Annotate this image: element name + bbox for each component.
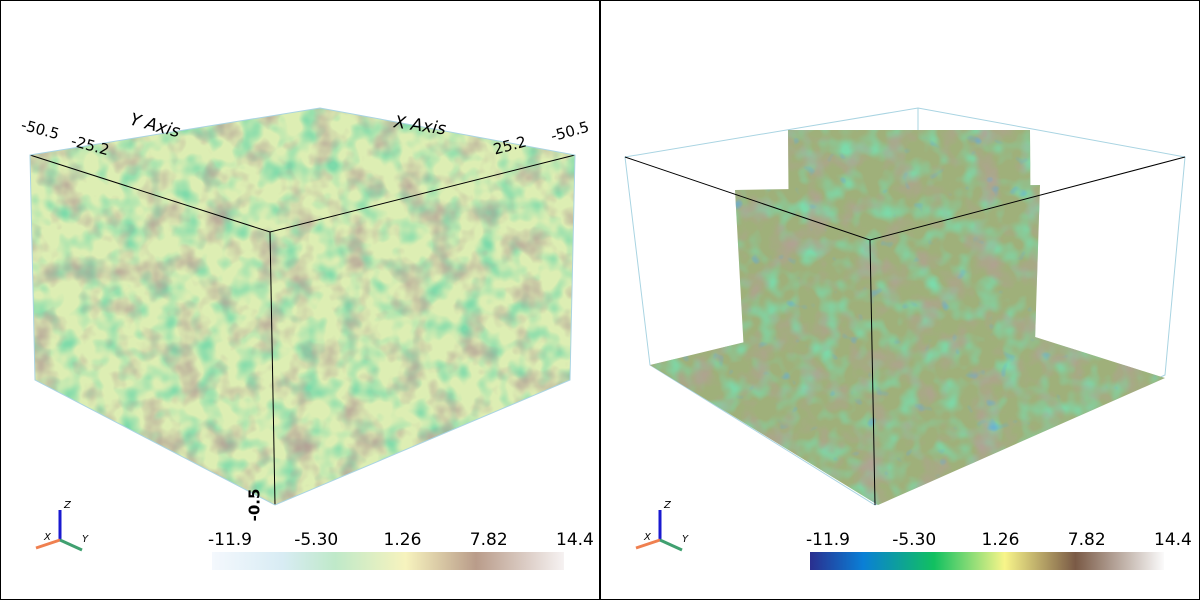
orientation-label: X — [643, 532, 652, 543]
colorbar-label: 7.82 — [1068, 530, 1106, 550]
colorbar-label: -5.30 — [892, 530, 936, 550]
orientation-label: Z — [63, 500, 72, 511]
axes — [624, 156, 1186, 506]
colorbar-label: 7.82 — [470, 530, 508, 550]
orientation-label: Z — [663, 500, 672, 511]
orientation-right: X Y Z — [635, 500, 689, 552]
orientation-label: Y — [682, 534, 689, 545]
colorbar-labels: -11.9 -5.30 1.26 7.82 14.4 -11.9 -5.30 1.26 7.82… — [208, 530, 1192, 550]
colorbar-label: 14.4 — [1154, 530, 1192, 550]
orientation-label: Y — [82, 534, 89, 545]
colorbar — [212, 552, 564, 570]
tick-label: -0.5 — [246, 489, 264, 522]
colorbar-label: -5.30 — [294, 530, 338, 550]
colorbar-label: 1.26 — [982, 530, 1020, 550]
orientation-label: X — [43, 532, 52, 543]
outline — [29, 107, 576, 506]
colorbar-label: 1.26 — [384, 530, 422, 550]
orientation-left: X Y Z — [35, 500, 89, 552]
colorbar-label: -11.9 — [806, 530, 850, 550]
colorbar — [810, 552, 1164, 570]
axes — [29, 154, 576, 506]
colorbar-label: -11.9 — [208, 530, 252, 550]
colorbar-label: 14.4 — [556, 530, 594, 550]
